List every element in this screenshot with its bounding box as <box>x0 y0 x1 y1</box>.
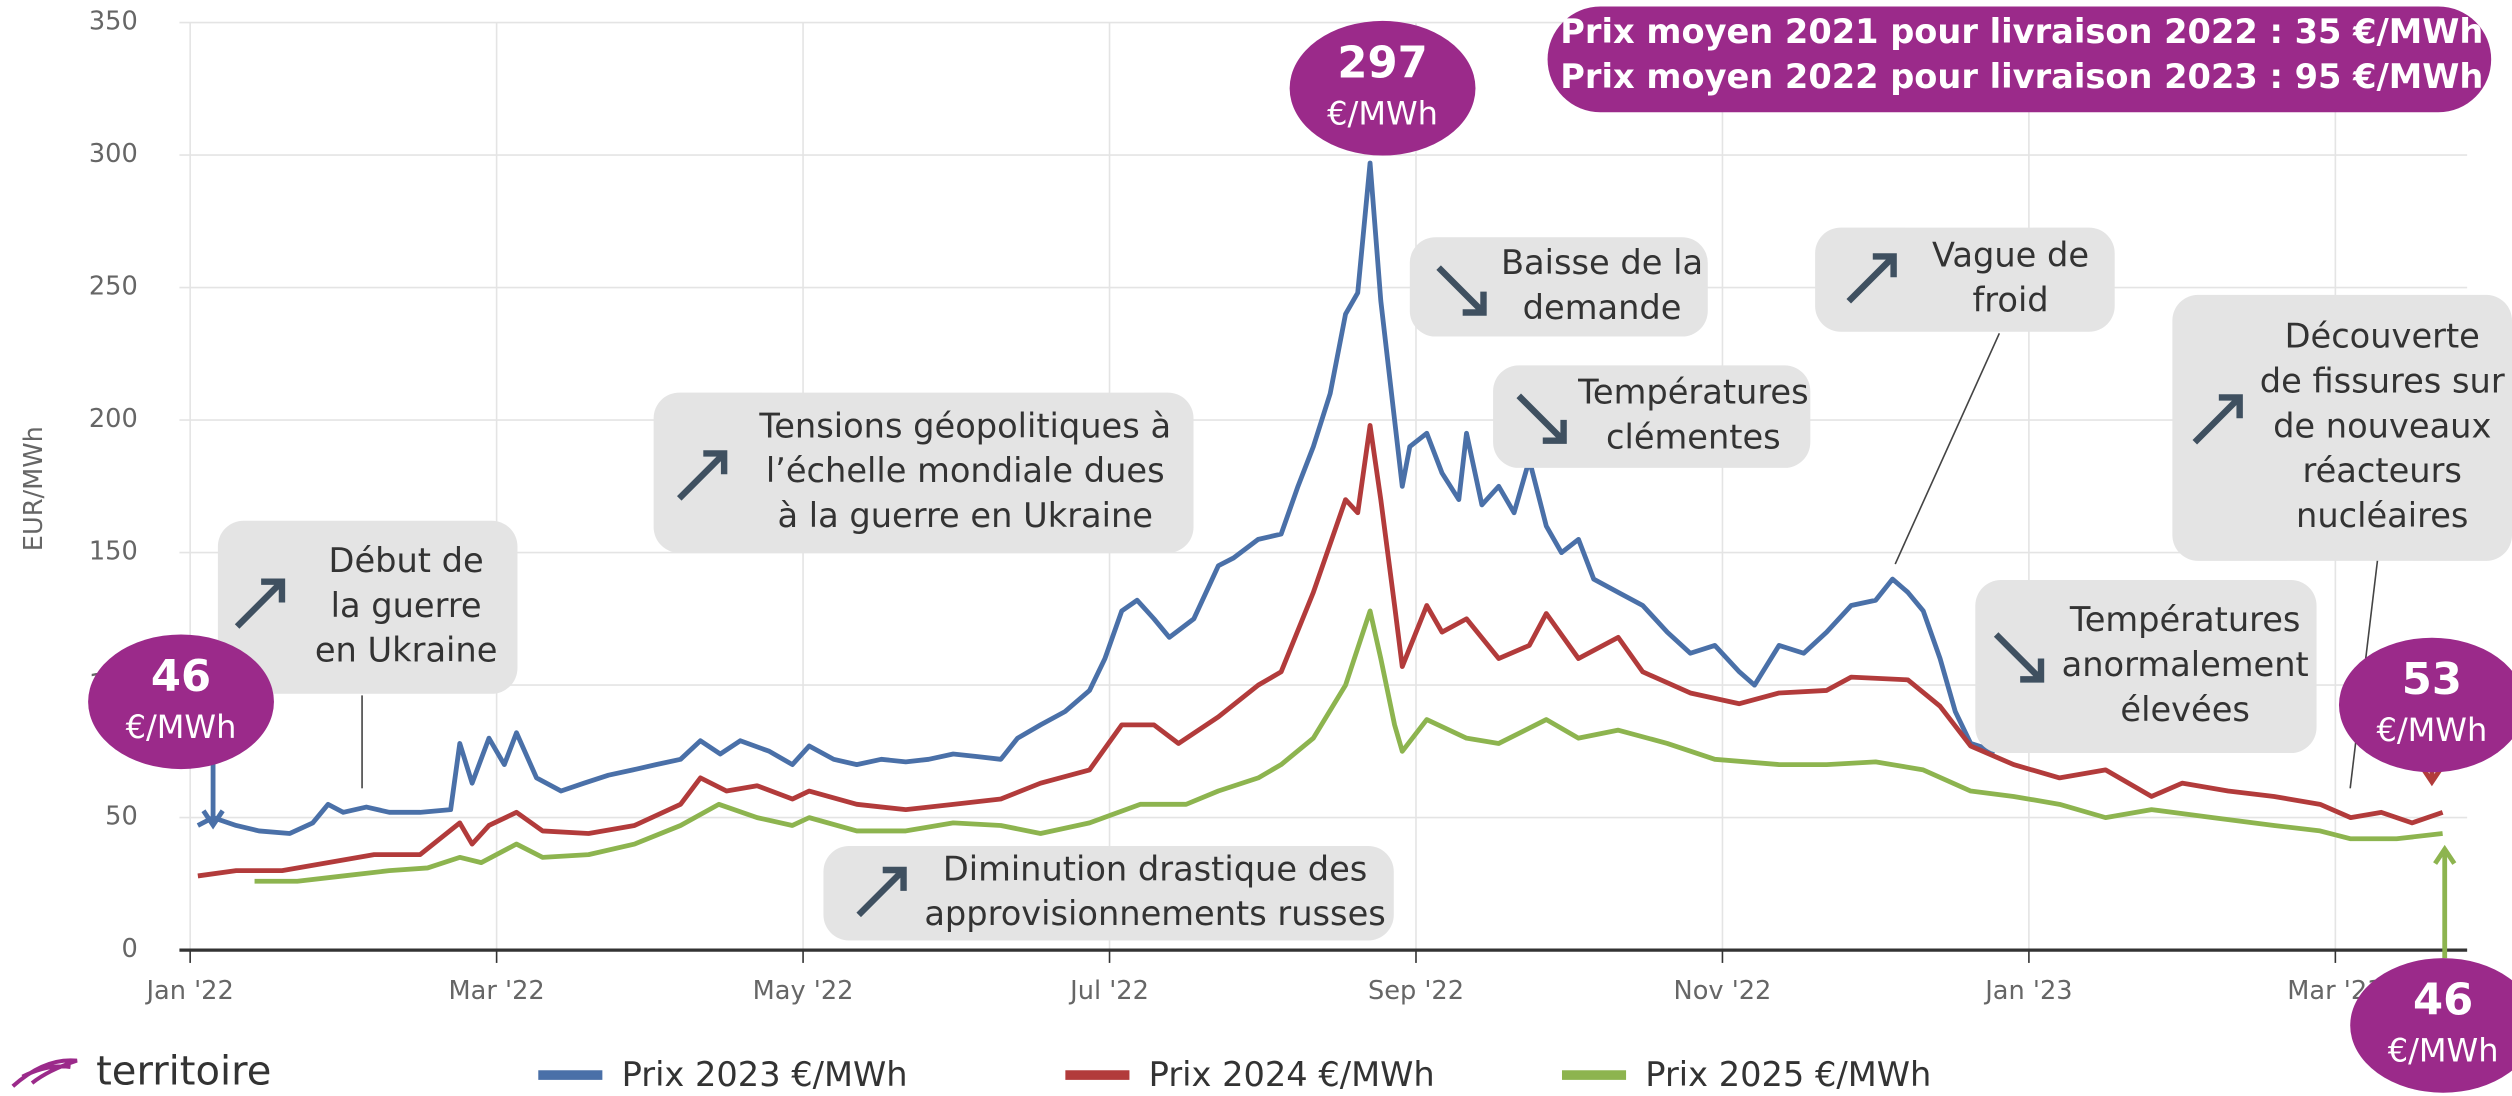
annotation-arrow <box>2192 394 2243 445</box>
annotation-text: de nouveaux <box>2273 406 2491 445</box>
y-tick-label: 50 <box>105 802 138 832</box>
annotation-text: la guerre <box>331 586 482 625</box>
callout-bubble <box>1289 20 1476 156</box>
annotation-box <box>2172 294 2512 561</box>
header-box <box>1547 6 2492 113</box>
y-tick-label: 200 <box>89 404 138 434</box>
annotation-box <box>1975 580 2317 754</box>
annotation-arrow <box>234 578 286 629</box>
annotation-text: Températures <box>1577 373 1809 412</box>
annotation-text: l’échelle mondiale dues <box>766 451 1165 490</box>
y-tick-label: 150 <box>89 537 138 567</box>
x-tick-label: Jan '22 <box>144 976 233 1006</box>
annotation-text: élevées <box>2120 690 2250 729</box>
annotation-text: nucléaires <box>2296 496 2468 535</box>
y-axis-label: EUR/MWh <box>19 426 49 551</box>
legend-label: Prix 2023 €/MWh <box>622 1055 908 1094</box>
annotation-arrow <box>856 866 907 918</box>
annotation-text: Début de <box>329 541 484 580</box>
legend-swatch <box>1065 1070 1130 1080</box>
annotation-text: Températures <box>2069 600 2301 639</box>
annotation-arrow <box>1846 253 1897 304</box>
annotation-box <box>823 845 1394 941</box>
legend-label: Prix 2025 €/MWh <box>1645 1055 1931 1094</box>
callout-unit: €/MWh <box>1327 94 1438 132</box>
annotation-text: en Ukraine <box>315 631 498 670</box>
callout-value: 46 <box>2413 975 2473 1025</box>
line-series <box>197 423 2444 879</box>
annotation-text: demande <box>1523 288 1682 327</box>
annotation-arrow <box>1516 393 1567 444</box>
line-series <box>196 160 1996 836</box>
callout-bubble <box>88 634 274 770</box>
callout-unit: €/MWh <box>126 708 237 746</box>
callout-bubble <box>2350 958 2512 1093</box>
callout-unit: €/MWh <box>2388 1032 2499 1070</box>
annotation-arrow <box>676 450 728 501</box>
annotation-box <box>653 392 1194 553</box>
annotation-text: à la guerre en Ukraine <box>777 496 1153 535</box>
header-text: Prix moyen 2022 pour livraison 2023 : 95… <box>1560 57 2483 96</box>
annotation-text: froid <box>1972 281 2048 320</box>
annotation-arrow <box>1436 265 1487 316</box>
x-tick-label: Sep '22 <box>1368 976 1464 1006</box>
callout-value: 53 <box>2402 655 2462 705</box>
legend-swatch <box>538 1070 603 1080</box>
annotation-arrow <box>1993 632 2045 683</box>
line-series <box>254 608 2443 884</box>
annotation-text: Diminution drastique des <box>943 849 1367 888</box>
x-tick-label: Mar '22 <box>449 976 545 1006</box>
y-tick-label: 250 <box>89 272 138 302</box>
callout-arrowhead <box>201 809 225 830</box>
annotation-text: approvisionnements russes <box>924 894 1385 933</box>
y-tick-label: 300 <box>89 139 138 169</box>
x-tick-label: Jul '22 <box>1068 976 1149 1006</box>
leader-line <box>1894 332 2001 565</box>
y-tick-label: 0 <box>121 934 137 964</box>
annotation-box <box>217 520 518 694</box>
legend-swatch <box>1561 1070 1627 1080</box>
legend-label: Prix 2024 €/MWh <box>1149 1055 1435 1094</box>
logo-icon <box>11 1058 78 1088</box>
x-tick-label: Nov '22 <box>1674 976 1772 1006</box>
annotation-text: de fissures sur <box>2260 361 2505 400</box>
annotation-text: Découverte <box>2285 317 2480 356</box>
annotation-text: Tensions géopolitiques à <box>758 406 1171 445</box>
callout-arrowhead <box>2433 844 2457 865</box>
header-text: Prix moyen 2021 pour livraison 2022 : 35… <box>1560 12 2483 51</box>
annotation-text: réacteurs <box>2303 451 2462 490</box>
callout-arrowhead <box>2420 766 2444 787</box>
y-tick-label: 350 <box>89 7 138 37</box>
annotation-text: Baisse de la <box>1501 243 1703 282</box>
annotation-text: anormalement <box>2062 645 2309 684</box>
callout-unit: €/MWh <box>2377 711 2488 749</box>
callout-value: 297 <box>1337 38 1427 88</box>
logo: territoire <box>96 1048 271 1094</box>
annotation-text: clémentes <box>1606 418 1781 457</box>
callout-bubble <box>2339 637 2512 773</box>
annotation-box <box>1493 365 1811 468</box>
annotation-text: Vague de <box>1932 236 2089 275</box>
x-tick-label: Jan '23 <box>1983 976 2072 1006</box>
callout-value: 46 <box>151 652 211 702</box>
x-tick-label: May '22 <box>753 976 854 1006</box>
